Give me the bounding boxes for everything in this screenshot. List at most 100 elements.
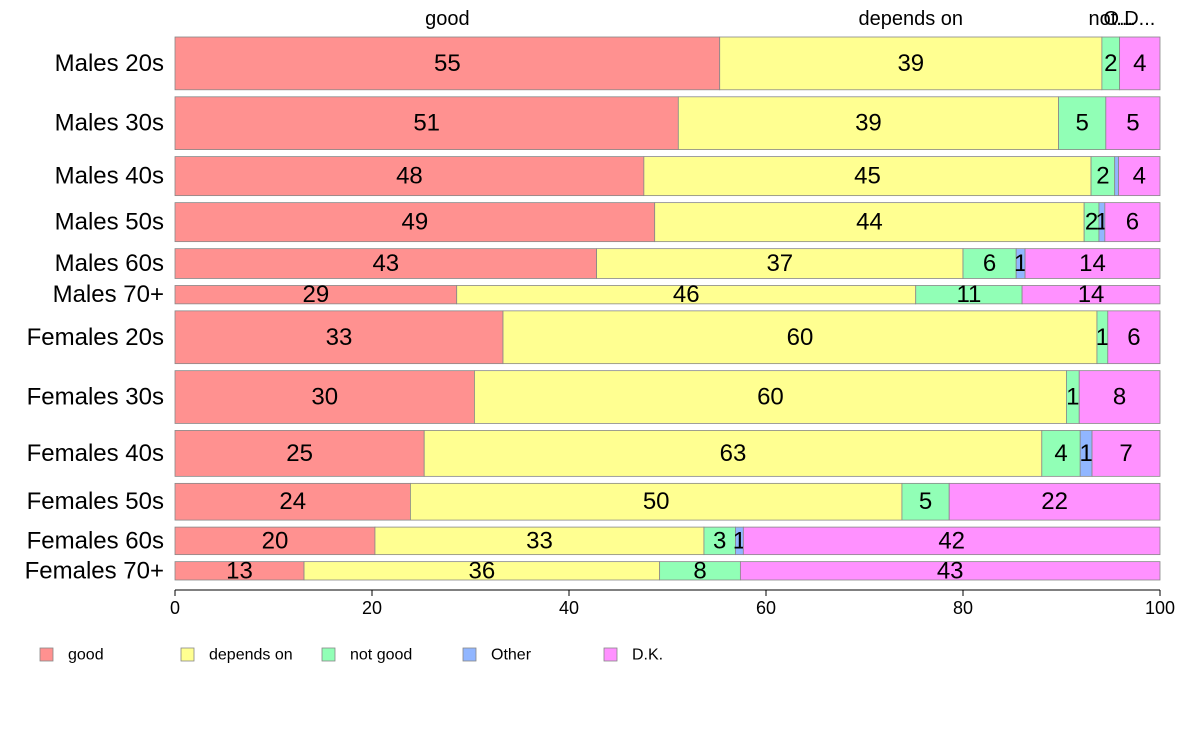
legend-label: Other (491, 647, 532, 664)
bar-segment (474, 370, 1067, 424)
data-label: 7 (1119, 440, 1132, 467)
data-label: 11 (956, 281, 981, 308)
top-column-label: not... (1089, 8, 1133, 30)
data-label: 60 (787, 324, 814, 351)
bar-segment (1104, 202, 1161, 243)
data-label: 1 (733, 527, 746, 554)
bar-segment (1024, 248, 1161, 279)
top-column-label: D... (1124, 8, 1155, 30)
x-tick-label: 100 (1145, 598, 1175, 618)
bar-segment (1114, 156, 1120, 197)
data-label: 33 (326, 324, 353, 351)
data-label: 36 (468, 557, 495, 584)
category-label: Males 50s (55, 209, 164, 236)
data-label: 25 (286, 440, 313, 467)
bar-segment (1041, 430, 1081, 477)
data-label: 43 (372, 250, 399, 277)
data-label: 22 (1041, 488, 1068, 515)
bar-segment (1119, 36, 1161, 91)
data-label: 6 (1126, 209, 1139, 236)
bar-segment (1021, 285, 1161, 305)
data-label: 6 (1127, 324, 1140, 351)
data-label: 42 (938, 527, 965, 554)
legend-label: D.K. (632, 647, 663, 664)
category-label: Males 20s (55, 50, 164, 77)
data-label: 46 (673, 281, 700, 308)
bar-segment (174, 36, 721, 91)
data-label: 4 (1054, 440, 1067, 467)
data-label: 1 (1066, 384, 1079, 411)
data-label: 13 (226, 557, 253, 584)
bar-segment (374, 526, 705, 556)
bar-segment (174, 310, 504, 365)
data-label: 37 (766, 250, 793, 277)
data-label: 49 (401, 209, 428, 236)
legend-swatch (39, 647, 54, 662)
top-column-label: good (425, 8, 470, 30)
bar-segment (174, 482, 411, 521)
legend-swatch (321, 647, 336, 662)
category-label: Females 20s (27, 324, 164, 351)
bar-segment (174, 526, 376, 556)
data-label: 50 (643, 488, 670, 515)
data-label: 2 (1096, 163, 1109, 190)
data-label: 8 (693, 557, 706, 584)
data-label: 48 (396, 163, 423, 190)
data-label: 4 (1133, 50, 1146, 77)
category-label: Males 40s (55, 163, 164, 190)
bar-segment (948, 482, 1161, 521)
data-label: 3 (713, 527, 726, 554)
data-label: 55 (434, 50, 461, 77)
bar-segment (1105, 96, 1161, 150)
data-label: 6 (983, 250, 996, 277)
bar-segment (654, 202, 1085, 243)
bar-segment (596, 248, 964, 279)
x-tick-label: 60 (756, 598, 776, 618)
data-label: 5 (1126, 110, 1139, 137)
legend: good depends on not good Other D.K. (39, 647, 663, 664)
bar-segment (410, 482, 903, 521)
category-label: Females 30s (27, 384, 164, 411)
category-label: Females 50s (27, 488, 164, 515)
data-label: 2 (1085, 209, 1098, 236)
bar-segment (174, 370, 475, 424)
data-label: 1 (1014, 250, 1027, 277)
top-column-labels: good depends on not...O...D... (425, 8, 1155, 30)
bar-segment (174, 156, 645, 197)
bar-segment (174, 248, 597, 279)
bar-segment (502, 310, 1098, 365)
bar-segment (174, 430, 425, 477)
data-label: 45 (854, 163, 881, 190)
bar-segment (1091, 430, 1161, 477)
bar-segment (1078, 370, 1161, 424)
data-label: 51 (413, 110, 440, 137)
data-label: 30 (311, 384, 338, 411)
bar-segment (1107, 310, 1161, 365)
data-label: 24 (279, 488, 306, 515)
data-label: 14 (1078, 281, 1105, 308)
data-label: 44 (856, 209, 883, 236)
data-label: 29 (303, 281, 330, 308)
category-label: Females 40s (27, 440, 164, 467)
x-axis: 0 20 40 60 80 100 (170, 589, 1175, 618)
x-tick-label: 20 (362, 598, 382, 618)
top-column-label: depends on (859, 8, 964, 30)
category-labels: Males 20s Males 30s Males 40s Males 50s Male… (25, 50, 164, 584)
x-tick-label: 40 (559, 598, 579, 618)
category-label: Females 60s (27, 527, 164, 554)
bar-segment (1118, 156, 1161, 197)
data-label: 43 (937, 557, 964, 584)
data-label: 20 (262, 527, 289, 554)
data-label: 1 (1079, 440, 1092, 467)
bar-segment (1058, 96, 1107, 150)
legend-swatch (180, 647, 195, 662)
bar-segment (677, 96, 1059, 150)
category-label: Males 30s (55, 110, 164, 137)
data-label: 63 (720, 440, 747, 467)
data-label: 4 (1133, 163, 1146, 190)
data-label: 5 (1076, 110, 1089, 137)
top-column-label: O... (1103, 8, 1135, 30)
data-label: 39 (855, 110, 882, 137)
